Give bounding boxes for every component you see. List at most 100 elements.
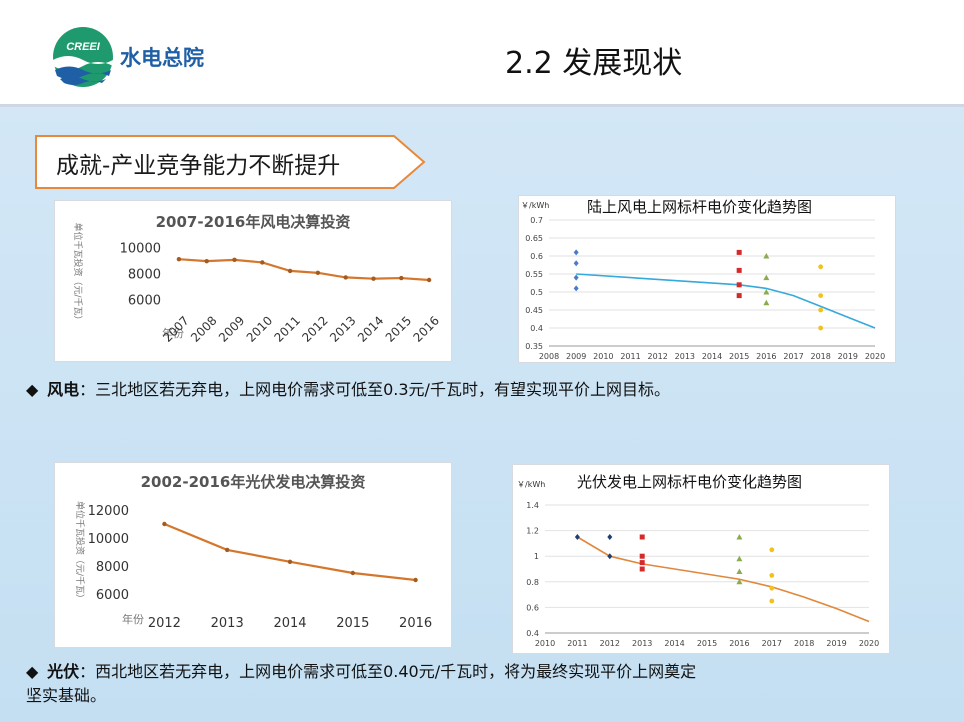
bullet-term: 光伏: [47, 662, 80, 681]
data-point: [607, 553, 613, 560]
y-tick-label: 6000: [96, 588, 129, 603]
data-point: [573, 260, 579, 267]
data-point: [639, 534, 645, 540]
x-tick-label: 2017: [783, 352, 803, 361]
solar-price-chart: 0.4 0.6 0.8 1 1.2 1.4 2010 2011 2012 2013 2014 2015…: [512, 464, 890, 654]
data-line: [178, 258, 430, 282]
data-point: [225, 547, 230, 553]
slide-header: CREEI 水电总院 2.2 发展现状: [0, 0, 964, 107]
chart-title-background: [569, 470, 859, 492]
data-point: [736, 534, 743, 540]
x-axis-label: 年份: [122, 612, 144, 626]
y-tick-label: 6000: [128, 294, 161, 309]
y-tick-label: 0.6: [530, 252, 543, 261]
x-tick-label: 2014: [702, 352, 722, 361]
data-point: [287, 559, 293, 564]
data-point: [769, 598, 775, 604]
y-tick-label: 0.4: [526, 629, 539, 638]
y-tick-label: 0.5: [530, 288, 543, 297]
chart-svg: 0.35 0.4 0.45 0.5 0.55 0.6 0.65 0.7 2008 2009 2010…: [521, 196, 885, 361]
data-point: [763, 299, 770, 306]
x-tick-label: 2007: [160, 313, 191, 344]
data-point: [607, 534, 613, 540]
x-tick-label: 2011: [272, 313, 303, 344]
wind-investment-chart: 2007-2016年风电决算投资 6000 8000 10000 单位千瓦投资（元/千瓦…: [54, 200, 452, 362]
y-tick-label: 1.2: [526, 527, 539, 536]
data-point: [260, 260, 265, 265]
trend-line: [576, 273, 876, 329]
data-point: [573, 274, 579, 281]
bullet-text: ：西北地区若无弃电，上网电价需求可低至0.40元/千瓦时，将为最终实现平价上网奠…: [79, 662, 697, 681]
x-tick-label: 2011: [567, 639, 587, 648]
x-tick-label: 2015: [729, 352, 749, 361]
data-point: [371, 276, 376, 281]
x-tick-label: 2013: [327, 313, 358, 344]
data-point: [426, 277, 432, 283]
data-point: [574, 534, 580, 540]
x-tick-label: 2012: [600, 639, 620, 648]
trend-line: [576, 536, 870, 623]
x-tick-label: 2019: [826, 639, 846, 648]
x-tick-label: 2018: [810, 352, 830, 361]
x-tick-label: 2016: [411, 313, 442, 344]
data-point: [818, 307, 824, 313]
y-unit-label: ￥/kWh: [517, 480, 545, 489]
x-tick-label: 2010: [593, 352, 613, 361]
x-tick-label: 2011: [620, 352, 640, 361]
x-tick-label: 2009: [566, 352, 586, 361]
x-tick-label: 2014: [664, 639, 684, 648]
data-point: [162, 521, 167, 527]
data-point: [343, 275, 348, 280]
solar-investment-chart: 2002-2016年光伏发电决算投资 6000 8000 10000 12000 单位千瓦…: [54, 462, 452, 648]
data-point: [769, 573, 775, 578]
data-point: [315, 270, 321, 276]
y-tick-label: 1.4: [526, 501, 539, 510]
logo-text: 水电总院: [120, 46, 204, 70]
y-tick-label: 10000: [120, 242, 161, 257]
y-tick-label: 1: [534, 552, 539, 561]
page-title: 2.2 发展现状: [505, 46, 683, 81]
y-tick-label: 8000: [96, 560, 129, 575]
x-tick-label: 2015: [697, 639, 717, 648]
data-point: [818, 264, 824, 270]
y-tick-label: 0.65: [525, 234, 543, 243]
x-tick-label: 2015: [383, 313, 414, 344]
data-point: [736, 568, 743, 575]
data-point: [176, 257, 182, 262]
y-tick-label: 10000: [88, 532, 129, 547]
data-point: [204, 258, 209, 264]
y-axis-label: 单位千瓦投资（元/千瓦）: [72, 222, 84, 324]
data-point: [287, 268, 293, 274]
chart-svg: 2007-2016年风电决算投资 6000 8000 10000 单位千瓦投资（元/千瓦…: [72, 213, 442, 345]
data-point: [736, 293, 742, 299]
x-axis-label: 年份: [162, 326, 184, 340]
wind-price-chart: 0.35 0.4 0.45 0.5 0.55 0.6 0.65 0.7 2008 2009 2010…: [518, 195, 896, 363]
x-tick-label: 2012: [299, 313, 330, 344]
bullet-text-continued: 坚实基础。: [26, 686, 107, 705]
x-tick-label: 2008: [539, 352, 559, 361]
y-tick-label: 8000: [128, 268, 161, 283]
chart-title: 光伏发电上网标杆电价变化趋势图: [577, 473, 802, 491]
data-point: [232, 257, 237, 263]
data-point: [413, 577, 418, 583]
header-divider: [0, 104, 964, 107]
x-tick-label: 2010: [244, 313, 275, 344]
x-tick-label: 2014: [355, 313, 386, 344]
data-point: [818, 293, 824, 298]
solar-bullet: ◆ 光伏：西北地区若无弃电，上网电价需求可低至0.40元/千瓦时，将为最终实现平…: [26, 660, 946, 708]
bullet-diamond-icon: ◆: [26, 380, 39, 399]
y-tick-label: 0.45: [525, 306, 543, 315]
section-banner-text: 成就-产业竞争能力不断提升: [56, 153, 341, 179]
bullet-text: ：三北地区若无弃电，上网电价需求可低至0.3元/千瓦时，有望实现平价上网目标。: [79, 380, 670, 399]
data-point: [736, 267, 742, 273]
data-point: [818, 325, 824, 331]
wind-bullet: ◆ 风电：三北地区若无弃电，上网电价需求可低至0.3元/千瓦时，有望实现平价上网…: [26, 378, 946, 402]
data-point: [573, 249, 579, 256]
x-tick-label: 2008: [188, 313, 219, 344]
chart-title: 2007-2016年风电决算投资: [156, 213, 351, 231]
y-tick-label: 0.55: [525, 270, 543, 279]
section-banner: [35, 135, 426, 189]
x-tick-label: 2009: [216, 313, 247, 344]
x-tick-label: 2020: [859, 639, 879, 648]
x-tick-label: 2013: [632, 639, 652, 648]
